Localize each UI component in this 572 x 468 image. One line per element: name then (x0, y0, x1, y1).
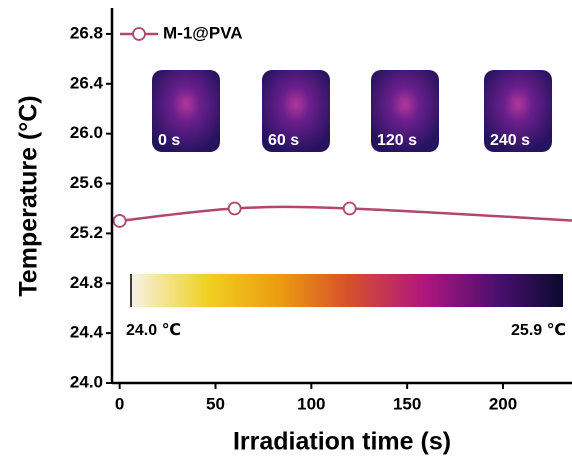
thermal-image (484, 70, 552, 152)
y-tick-label: 26.4 (70, 73, 104, 92)
y-tick-label: 24.4 (70, 323, 104, 342)
colorbar-min-label: 24.0 ℃ (126, 322, 181, 339)
thermal-image-label: 120 s (377, 132, 417, 149)
colorbar (130, 274, 563, 307)
insets: 0 s 60 s 120 s 240 s (152, 70, 552, 152)
thermal-image-label: 0 s (158, 132, 180, 149)
y-axis-title: Temperature (°C) (15, 95, 43, 296)
y-tick-label: 25.6 (70, 173, 103, 192)
x-tick-label: 150 (393, 394, 421, 413)
y-tick-label: 26.0 (70, 123, 103, 142)
colorbar-max-label: 25.9 ℃ (511, 322, 566, 339)
thermal-image (262, 70, 330, 152)
x-tick-label: 200 (489, 394, 517, 413)
thermal-image (152, 70, 220, 152)
y-tick-label: 24.8 (70, 273, 103, 292)
point (112, 214, 127, 228)
x-axis-title: Irradiation time (s) (233, 428, 451, 456)
plot-area (112, 201, 572, 228)
x-tick-label: 0 (115, 394, 124, 413)
legend-label: M-1@PVA (163, 23, 243, 42)
thermal-image-label: 240 s (490, 132, 530, 149)
x-tick-label: 100 (297, 394, 325, 413)
series-line (119, 205, 572, 223)
x-tick-label: 50 (206, 394, 225, 413)
thermal-image (371, 70, 439, 152)
y-tick-label: 26.8 (70, 23, 103, 42)
thermal-image-label: 60 s (268, 132, 299, 149)
point (342, 201, 357, 216)
point (227, 201, 242, 216)
legend-marker (132, 27, 146, 41)
y-tick-label: 25.2 (70, 223, 103, 242)
y-tick-label: 24.0 (70, 372, 103, 391)
